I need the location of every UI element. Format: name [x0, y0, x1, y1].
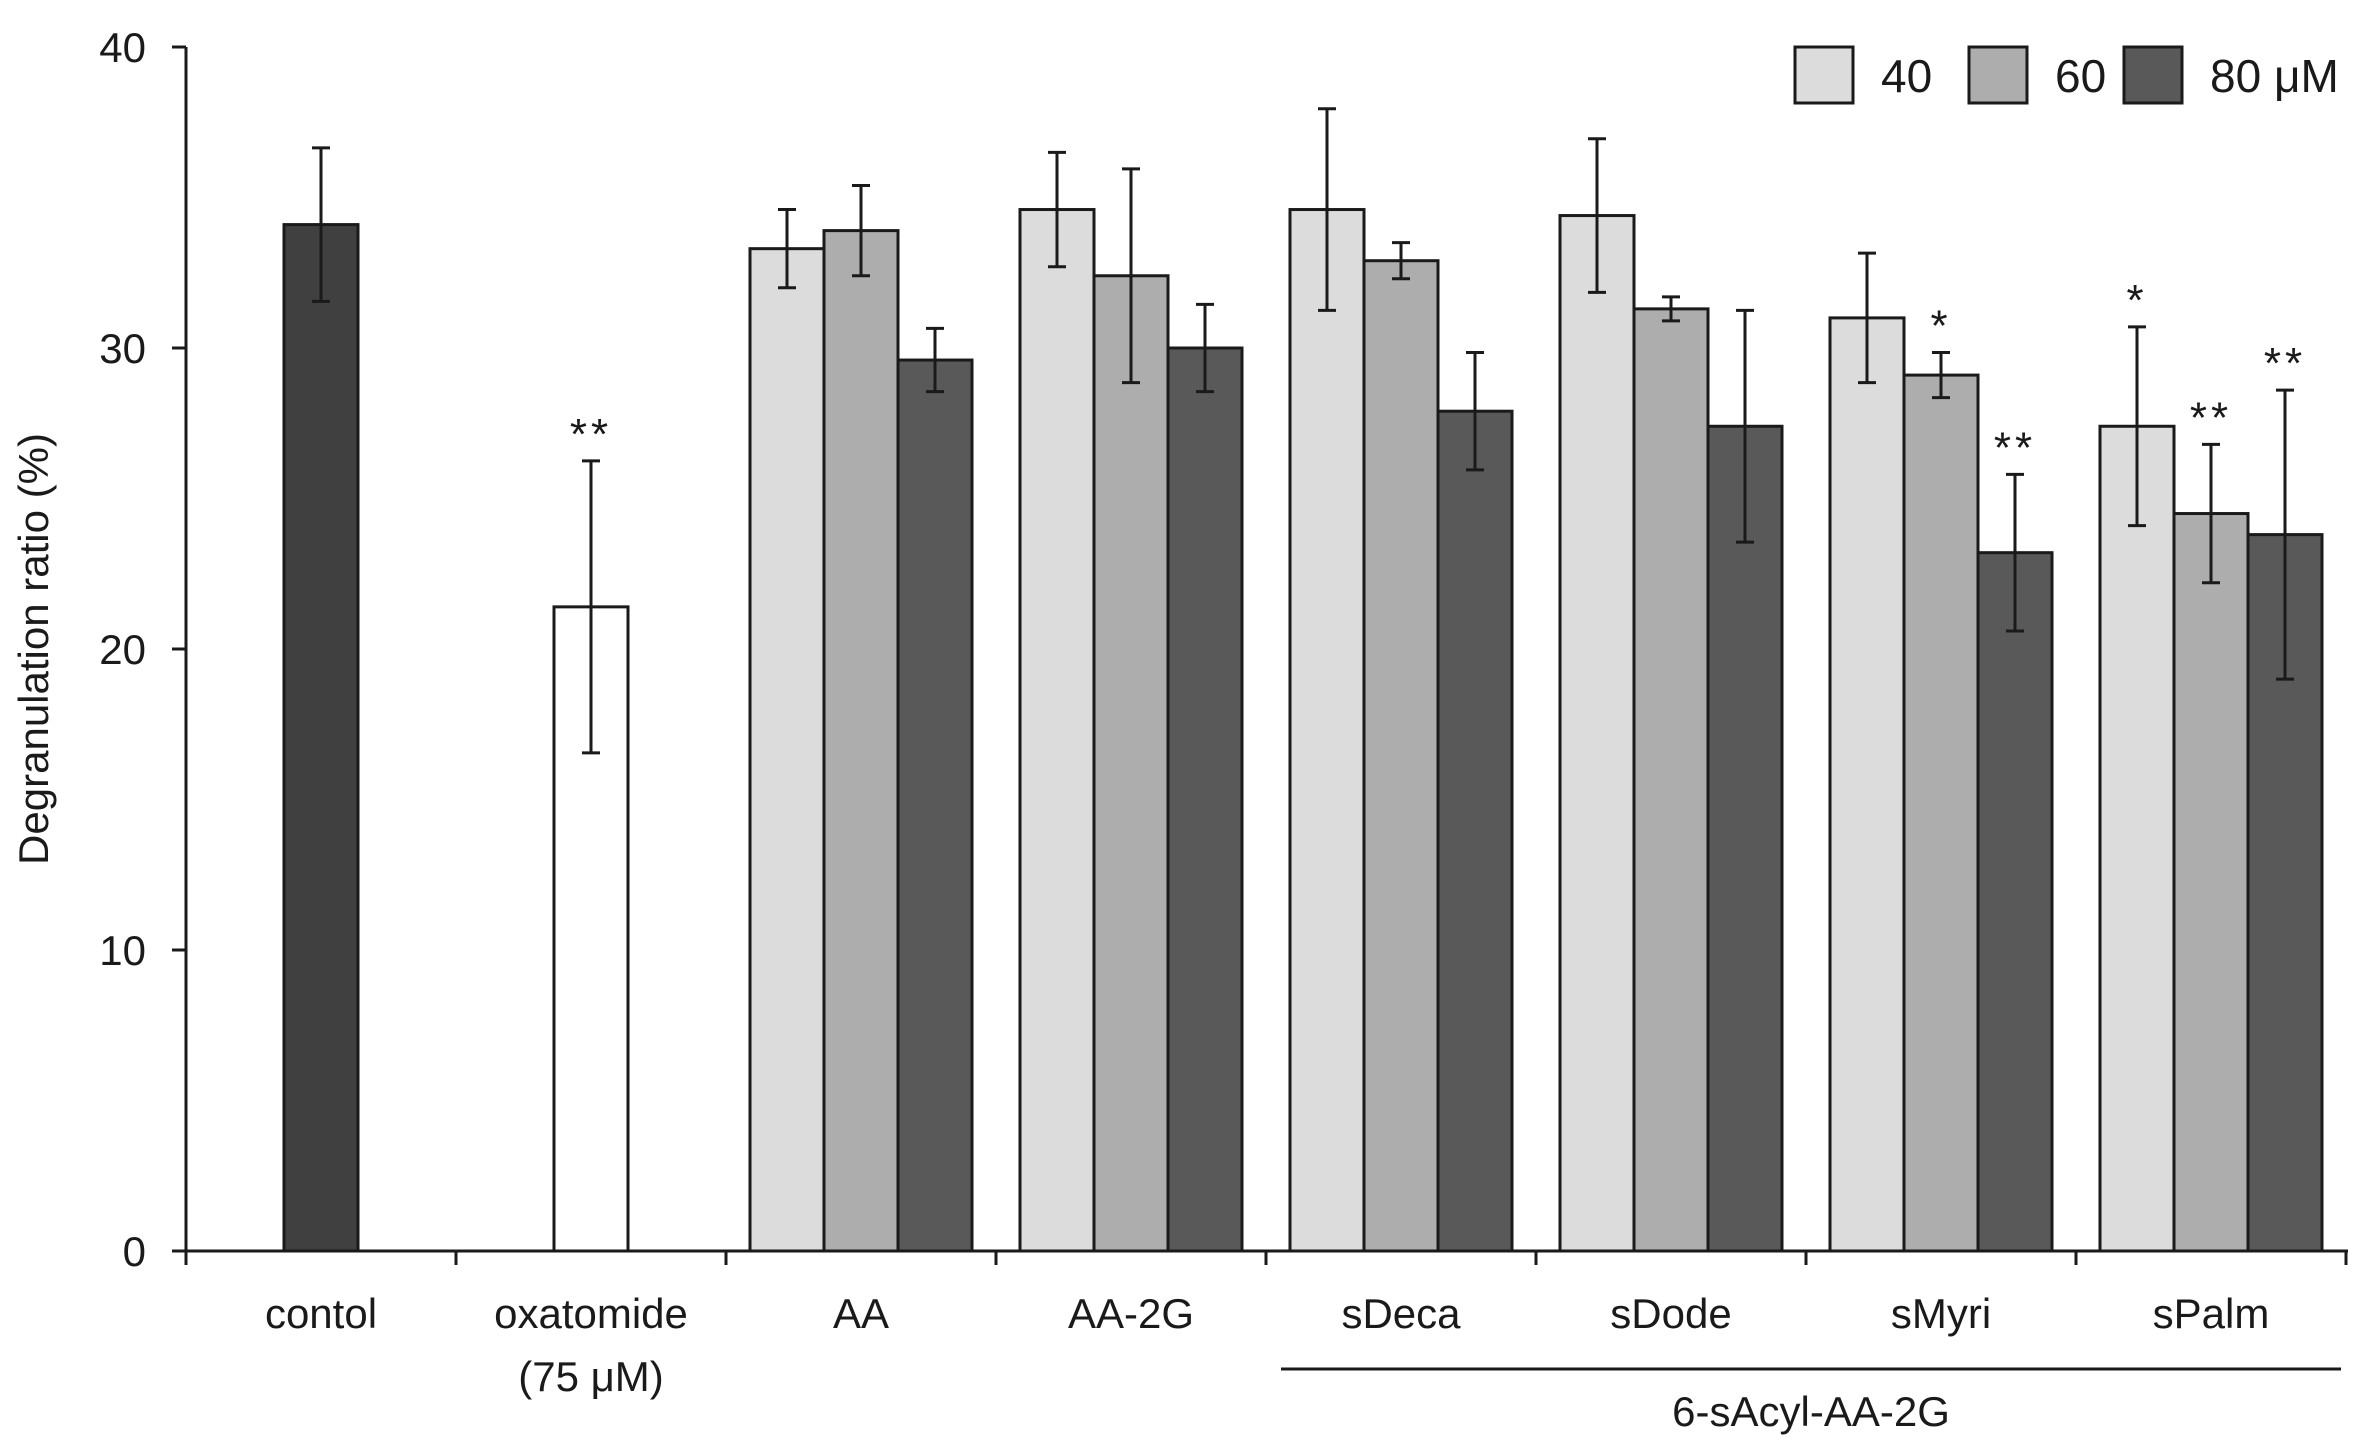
legend-label: 80 μM: [2210, 50, 2339, 102]
x-category-label: sPalm: [2153, 1290, 2270, 1337]
significance-marker: *: [1930, 302, 1951, 351]
bar-aa-80: [896, 358, 974, 1253]
y-tick-label: 0: [123, 1228, 146, 1275]
bar-smyri-40: [1828, 316, 1906, 1253]
bar-aa-2g-40: [1018, 208, 1096, 1253]
bar-aa-60: [822, 229, 900, 1253]
significance-marker: **: [570, 410, 612, 459]
bar-smyri-60: [1902, 373, 1980, 1253]
legend-label: 40: [1881, 50, 1932, 102]
y-tick-label: 10: [99, 927, 146, 974]
bar-sdode-80: [1706, 424, 1784, 1253]
bar-sdeca-60: [1362, 259, 1440, 1253]
x-category-label: AA: [833, 1290, 889, 1337]
bracket-label: 6-sAcyl-AA-2G: [1672, 1388, 1950, 1435]
bar-aa-2g-80: [1166, 346, 1244, 1253]
legend-label: 60: [2055, 50, 2106, 102]
bar-sdode-40: [1558, 214, 1636, 1253]
y-tick-label: 40: [99, 24, 146, 71]
x-category-sublabel: (75 μM): [518, 1353, 664, 1400]
x-category-label: oxatomide: [494, 1290, 688, 1337]
x-category-label: AA-2G: [1068, 1290, 1194, 1337]
legend-swatch: [2122, 45, 2184, 105]
bar-contol-control: [282, 223, 360, 1253]
x-category-label: sMyri: [1891, 1290, 1991, 1337]
legend-swatch: [1967, 45, 2029, 105]
bar-spalm-40: [2098, 424, 2176, 1253]
bar-smyri-80: [1976, 551, 2054, 1253]
bar-aa-2g-60: [1092, 274, 1170, 1253]
bar-sdeca-80: [1436, 409, 1514, 1253]
bar-aa-40: [748, 247, 826, 1253]
legend-swatch: [1793, 45, 1855, 105]
x-category-label: sDeca: [1341, 1290, 1461, 1337]
x-category-label: contol: [265, 1290, 377, 1337]
y-tick-label: 30: [99, 325, 146, 372]
y-axis-title: Degranulation ratio (%): [10, 433, 57, 865]
significance-marker: **: [1994, 423, 2036, 472]
significance-marker: **: [2264, 339, 2306, 388]
bar-sdode-60: [1632, 307, 1710, 1253]
x-category-label: sDode: [1610, 1290, 1731, 1337]
bar-sdeca-40: [1288, 208, 1366, 1253]
bar-spalm-60: [2172, 512, 2250, 1253]
significance-marker: *: [2126, 276, 2147, 325]
significance-marker: **: [2190, 393, 2232, 442]
y-tick-label: 20: [99, 626, 146, 673]
